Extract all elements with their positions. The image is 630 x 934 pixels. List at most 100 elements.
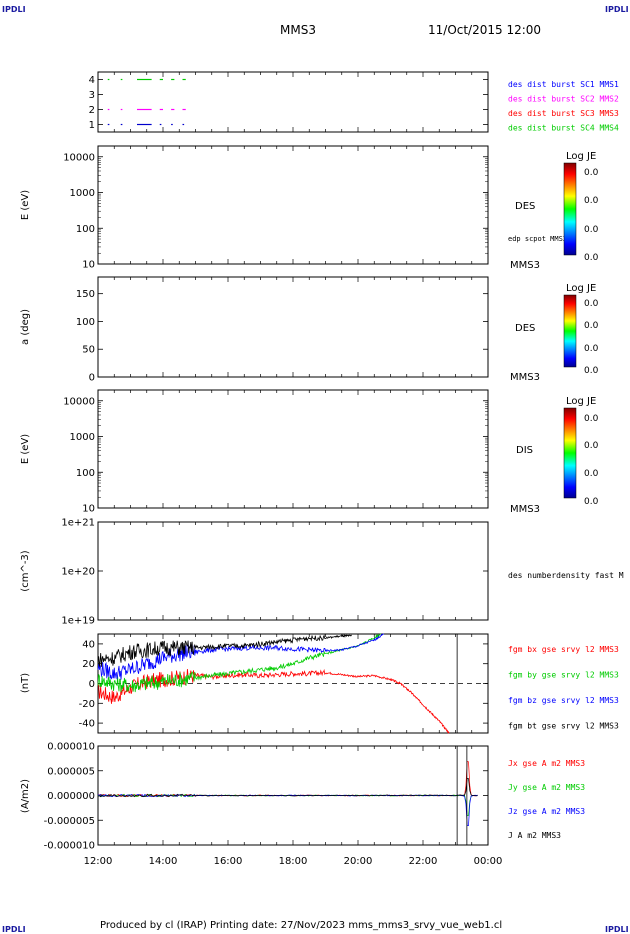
corner-label-dis-energy: MMS3 [510, 504, 540, 515]
y-tick-label: 50 [82, 345, 95, 356]
current-legend-entry: J A m2 MMS3 [508, 831, 561, 840]
colorbar-tick: 0.0 [584, 469, 599, 479]
y-tick-label: 10 [82, 504, 95, 515]
x-tick-label: 22:00 [409, 856, 438, 867]
colorbar-title: Log JE [566, 151, 596, 162]
y-tick-label: -0.000005 [44, 816, 95, 827]
colorbar-tick: 0.0 [584, 366, 599, 376]
y-tick-label: 10000 [63, 396, 95, 407]
y-tick-label: 0.000010 [47, 742, 95, 753]
y-tick-label: 20 [82, 659, 95, 670]
y-tick-label: 1 [89, 120, 95, 131]
colorbar-title: Log JE [566, 283, 596, 294]
footer-text: Produced by cl (IRAP) Printing date: 27/… [100, 920, 502, 931]
panel-frame-des-pitch [97, 276, 489, 378]
y-tick-label: -40 [79, 719, 95, 730]
side-label-des-energy: DES [515, 201, 535, 212]
colorbar-title: Log JE [566, 396, 596, 407]
current-series-line [97, 793, 478, 816]
y-tick-label: 1e+20 [61, 567, 95, 578]
y-tick-label: 1e+19 [61, 616, 95, 627]
current-legend-entry: Jy gse A m2 MMS3 [508, 783, 585, 792]
colorbar-tick: 0.0 [584, 344, 599, 354]
x-tick-label: 18:00 [279, 856, 308, 867]
colorbar-tick: 0.0 [584, 441, 599, 451]
colorbar-tick: 0.0 [584, 321, 599, 331]
corner-label-top-left: IPDLI [2, 5, 26, 14]
y-tick-label: 2 [89, 105, 95, 116]
y-tick-label: 0 [89, 373, 95, 384]
bfield-legend-entry: fgm by gse srvy l2 MMS3 [508, 671, 619, 680]
side-label-density: des numberdensity fast M [508, 571, 624, 580]
y-tick-label: 0.000005 [47, 766, 95, 777]
corner-label-top-right: IPDLI [605, 5, 629, 14]
y-tick-label: 1000 [70, 432, 95, 443]
bfield-series-line [97, 633, 381, 693]
y-tick-label: 0.000000 [47, 791, 95, 802]
colorbar-dis-energy: Log JE 0.0 0.0 0.0 0.0 [563, 396, 599, 507]
y-tick-label: 10 [82, 260, 95, 271]
panel-frame-burst [97, 71, 489, 133]
corner-label-des-energy: MMS3 [510, 260, 540, 271]
colorbar-tick: 0.0 [584, 225, 599, 235]
bfield-legend-entry: fgm bt gse srvy l2 MMS3 [508, 722, 619, 731]
bfield-legend-entry: fgm bx gse srvy l2 MMS3 [508, 645, 619, 654]
bfield-series-line [97, 633, 352, 667]
bfield-series-line [97, 633, 384, 680]
x-tick-label: 20:00 [344, 856, 373, 867]
corner-label-bottom-left: IPDLI [2, 925, 26, 934]
y-tick-label: 40 [82, 639, 95, 650]
legend-entry: des dist burst SC3 MMS3 [508, 109, 619, 118]
colorbar-tick: 0.0 [584, 414, 599, 424]
ylabel-des-energy: E (eV) [20, 190, 31, 220]
y-tick-label: 100 [76, 317, 95, 328]
ylabel-dis-energy: E (eV) [20, 434, 31, 464]
y-tick-label: -20 [79, 699, 95, 710]
y-tick-label: 1000 [70, 188, 95, 199]
y-tick-label: 100 [76, 224, 95, 235]
ylabel-des-pitch: a (deg) [20, 309, 31, 345]
legend-entry: des dist burst SC4 MMS4 [508, 124, 619, 133]
colorbar-tick: 0.0 [584, 196, 599, 206]
y-tick-label: 10000 [63, 152, 95, 163]
side-label-dis-energy: DIS [516, 445, 533, 456]
y-tick-label: 1e+21 [61, 518, 95, 529]
y-tick-label: 100 [76, 468, 95, 479]
panel-frame-density [97, 521, 489, 621]
current-series-line [97, 777, 478, 798]
x-tick-label: 12:00 [84, 856, 113, 867]
overlay-label-scpot: edp scpot MMS3 [508, 235, 567, 243]
side-label-des-pitch: DES [515, 323, 535, 334]
colorbar-tick: 0.0 [584, 299, 599, 309]
ylabel-current: (A/m2) [20, 779, 31, 813]
colorbar-des-energy: Log JE 0.0 0.0 0.0 0.0 [563, 151, 599, 263]
bfield-series-line [97, 668, 450, 734]
corner-label-bottom-right: IPDLI [605, 925, 629, 934]
spacecraft-title: MMS3 [280, 23, 316, 37]
current-series-line [97, 793, 478, 826]
ylabel-density: (cm^-3) [20, 550, 31, 591]
colorbar-des-pitch: Log JE 0.0 0.0 0.0 0.0 [563, 283, 599, 376]
legend-entry: des dist burst SC1 MMS1 [508, 80, 619, 89]
y-tick-label: 0 [89, 679, 95, 690]
colorbar-tick: 0.0 [584, 253, 599, 263]
current-legend-entry: Jx gse A m2 MMS3 [508, 759, 585, 768]
y-tick-label: 150 [76, 289, 95, 300]
y-tick-label: 3 [89, 90, 95, 101]
colorbar-tick: 0.0 [584, 168, 599, 178]
x-tick-label: 14:00 [149, 856, 178, 867]
colorbar-tick: 0.0 [584, 497, 599, 507]
current-series-line [97, 761, 478, 798]
panel-frame-dis-energy [97, 389, 489, 509]
corner-label-des-pitch: MMS3 [510, 372, 540, 383]
datetime-title: 11/Oct/2015 12:00 [428, 23, 541, 37]
panel-frame-des-energy [97, 145, 489, 265]
bfield-legend-entry: fgm bz gse srvy l2 MMS3 [508, 696, 619, 705]
legend-entry: des dist burst SC2 MMS2 [508, 95, 619, 104]
x-tick-label: 00:00 [474, 856, 503, 867]
x-tick-label: 16:00 [214, 856, 243, 867]
y-tick-label: -0.000010 [44, 841, 95, 852]
y-tick-label: 4 [89, 75, 95, 86]
ylabel-bfield: (nT) [20, 673, 31, 693]
